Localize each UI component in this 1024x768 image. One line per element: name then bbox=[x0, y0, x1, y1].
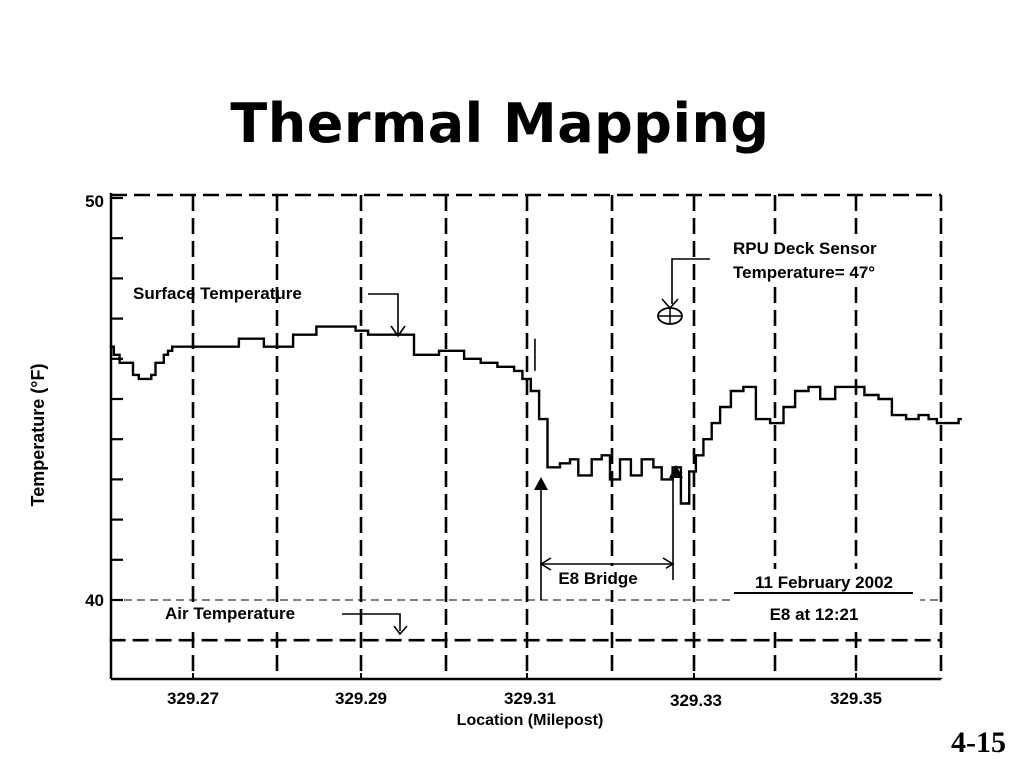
air-temperature-leader bbox=[342, 613, 401, 631]
air-temperature-label: Air Temperature bbox=[165, 604, 295, 623]
time-label: E8 at 12:21 bbox=[770, 605, 859, 624]
plot-frame bbox=[109, 193, 943, 681]
y-tick-label: 50 bbox=[85, 192, 104, 211]
date-box-backdrop bbox=[730, 569, 920, 629]
surface-temperature-leader bbox=[368, 293, 399, 334]
y-tick-label: 40 bbox=[85, 591, 104, 610]
annotation-layer: Temperature (°F) Location (Milepost) 50 … bbox=[28, 192, 924, 729]
bridge-label-backdrop bbox=[554, 566, 666, 590]
x-tick-label: 329.29 bbox=[335, 689, 387, 708]
surface-temperature-label: Surface Temperature bbox=[133, 284, 302, 303]
x-tick-label: 329.31 bbox=[504, 689, 556, 708]
bridge-span-marker bbox=[534, 465, 683, 600]
rpu-sensor-icon bbox=[657, 298, 683, 325]
air-temperature-arrowhead bbox=[393, 625, 408, 636]
date-label: 11 February 2002 bbox=[755, 573, 893, 592]
x-tick-label: 329.27 bbox=[167, 689, 219, 708]
page-number: 4-15 bbox=[951, 726, 1006, 759]
rpu-label-backdrop bbox=[728, 234, 924, 286]
x-axis-label: Location (Milepost) bbox=[457, 712, 604, 729]
surface-temperature-arrowhead bbox=[390, 325, 406, 338]
y-axis-label: Temperature (°F) bbox=[28, 364, 48, 507]
x-tick-label: 329.33 bbox=[670, 691, 722, 710]
bridge-label: E8 Bridge bbox=[558, 569, 637, 588]
x-tick-label: 329.35 bbox=[830, 689, 882, 708]
rpu-sensor-label-line1: RPU Deck Sensor bbox=[733, 239, 877, 258]
rpu-sensor-leader bbox=[671, 258, 710, 304]
air-label-backdrop bbox=[160, 602, 342, 626]
surface-temperature-line bbox=[109, 325, 962, 505]
rpu-sensor-label-line2: Temperature= 47° bbox=[733, 263, 875, 282]
slide-title: Thermal Mapping bbox=[230, 92, 770, 155]
series-layer bbox=[109, 325, 962, 642]
